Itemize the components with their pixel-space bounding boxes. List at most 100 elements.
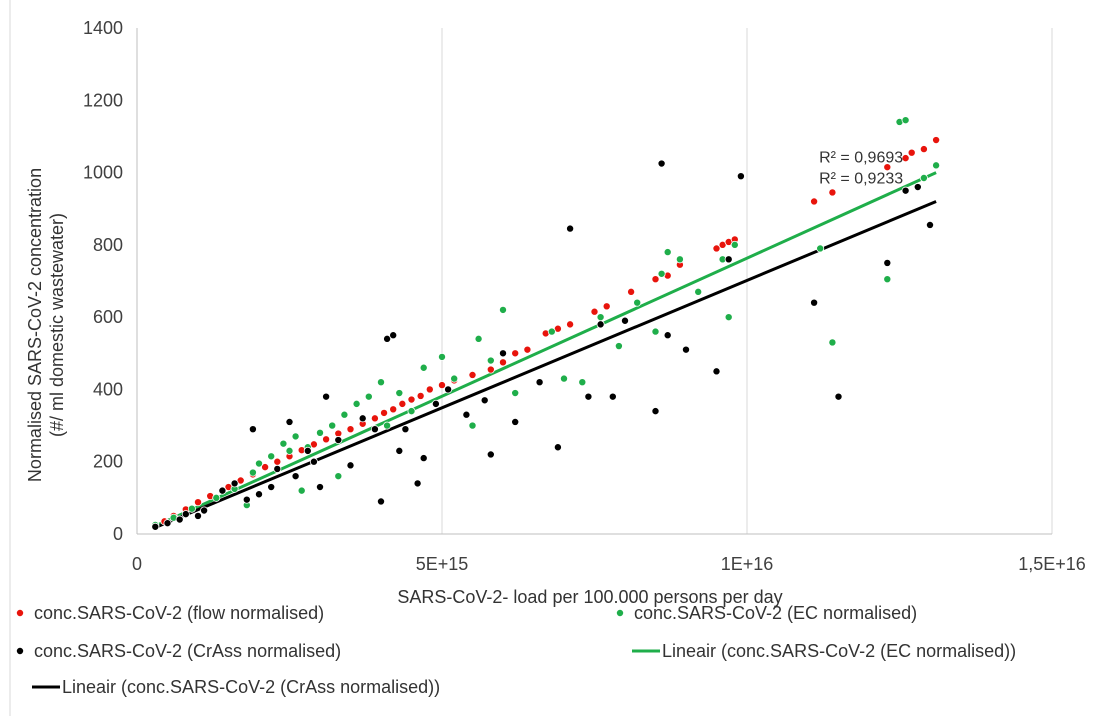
data-point xyxy=(389,405,398,414)
data-points xyxy=(151,116,941,531)
data-point xyxy=(907,148,916,157)
data-point xyxy=(584,392,593,401)
legend-item: Lineair (conc.SARS-CoV-2 (EC normalised)… xyxy=(632,641,1016,661)
data-point xyxy=(193,498,202,507)
data-point xyxy=(498,349,507,358)
data-point xyxy=(419,454,428,463)
data-point xyxy=(413,479,422,488)
data-point xyxy=(291,472,300,481)
legend-item: Lineair (conc.SARS-CoV-2 (CrAss normalis… xyxy=(32,677,440,697)
data-point xyxy=(883,275,892,284)
data-point xyxy=(407,395,416,404)
data-point xyxy=(919,173,928,182)
data-point xyxy=(566,224,575,233)
data-point xyxy=(315,428,324,437)
data-point xyxy=(218,486,227,495)
data-point xyxy=(254,490,263,499)
data-point xyxy=(151,522,160,531)
legend-marker xyxy=(15,647,24,656)
legend-marker xyxy=(15,609,24,618)
y-tick-label: 800 xyxy=(93,235,123,255)
data-point xyxy=(596,313,605,322)
data-point xyxy=(498,305,507,314)
data-point xyxy=(364,392,373,401)
data-point xyxy=(486,356,495,365)
data-point xyxy=(712,244,721,253)
data-point xyxy=(535,378,544,387)
data-point xyxy=(254,459,263,468)
data-point xyxy=(389,331,398,340)
y-axis-title-line2: (#/ ml domestic wastewater) xyxy=(47,213,67,437)
data-point xyxy=(566,320,575,329)
data-point xyxy=(932,161,941,170)
data-point xyxy=(828,338,837,347)
data-point xyxy=(322,392,331,401)
data-point xyxy=(651,407,660,416)
data-point xyxy=(468,421,477,430)
x-tick-labels: 0 5E+15 1E+16 1,5E+16 xyxy=(132,554,1086,574)
y-tick-label: 1200 xyxy=(83,90,123,110)
data-point xyxy=(657,159,666,168)
y-tick-label: 400 xyxy=(93,379,123,399)
data-point xyxy=(285,446,294,455)
data-point xyxy=(230,479,239,488)
data-point xyxy=(810,197,819,206)
y-tick-label: 200 xyxy=(93,452,123,472)
data-point xyxy=(376,497,385,506)
data-point xyxy=(810,298,819,307)
x-tick-label: 0 xyxy=(132,554,142,574)
data-point xyxy=(315,483,324,492)
data-point xyxy=(416,391,425,400)
data-point xyxy=(175,515,184,524)
data-point xyxy=(553,443,562,452)
data-point xyxy=(560,374,569,383)
y-tick-label: 0 xyxy=(113,524,123,544)
data-point xyxy=(212,493,221,502)
data-point xyxy=(578,378,587,387)
data-point xyxy=(627,287,636,296)
data-point xyxy=(380,408,389,417)
legend-item: conc.SARS-CoV-2 (CrAss normalised) xyxy=(15,641,341,661)
data-point xyxy=(883,163,892,172)
data-point xyxy=(273,464,282,473)
data-point xyxy=(724,313,733,322)
data-point xyxy=(468,370,477,379)
data-point xyxy=(480,396,489,405)
data-point xyxy=(376,378,385,387)
data-point xyxy=(901,116,910,125)
data-point xyxy=(437,381,446,390)
data-point xyxy=(291,432,300,441)
data-point xyxy=(901,154,910,163)
axes xyxy=(136,28,1052,535)
trendline-0 xyxy=(154,171,937,528)
data-point xyxy=(675,255,684,264)
data-point xyxy=(383,421,392,430)
y-axis-title-line1: Normalised SARS-CoV-2 concentration xyxy=(25,168,45,482)
data-point xyxy=(248,468,257,477)
data-point xyxy=(370,425,379,434)
data-point xyxy=(346,425,355,434)
data-point xyxy=(828,188,837,197)
data-point xyxy=(651,327,660,336)
data-point xyxy=(913,183,922,192)
data-point xyxy=(590,307,599,316)
data-point xyxy=(547,327,556,336)
data-point xyxy=(193,511,202,520)
data-point xyxy=(407,407,416,416)
data-point xyxy=(163,519,172,528)
data-point xyxy=(334,436,343,445)
y-tick-label: 1000 xyxy=(83,163,123,183)
data-point xyxy=(297,486,306,495)
data-point xyxy=(395,389,404,398)
data-point xyxy=(596,320,605,329)
data-point xyxy=(462,410,471,419)
legend-label: Lineair (conc.SARS-CoV-2 (EC normalised)… xyxy=(662,641,1016,661)
legend-marker xyxy=(616,609,625,618)
data-point xyxy=(358,414,367,423)
data-point xyxy=(401,425,410,434)
data-point xyxy=(309,457,318,466)
data-point xyxy=(187,504,196,513)
data-point xyxy=(444,385,453,394)
data-point xyxy=(651,275,660,284)
